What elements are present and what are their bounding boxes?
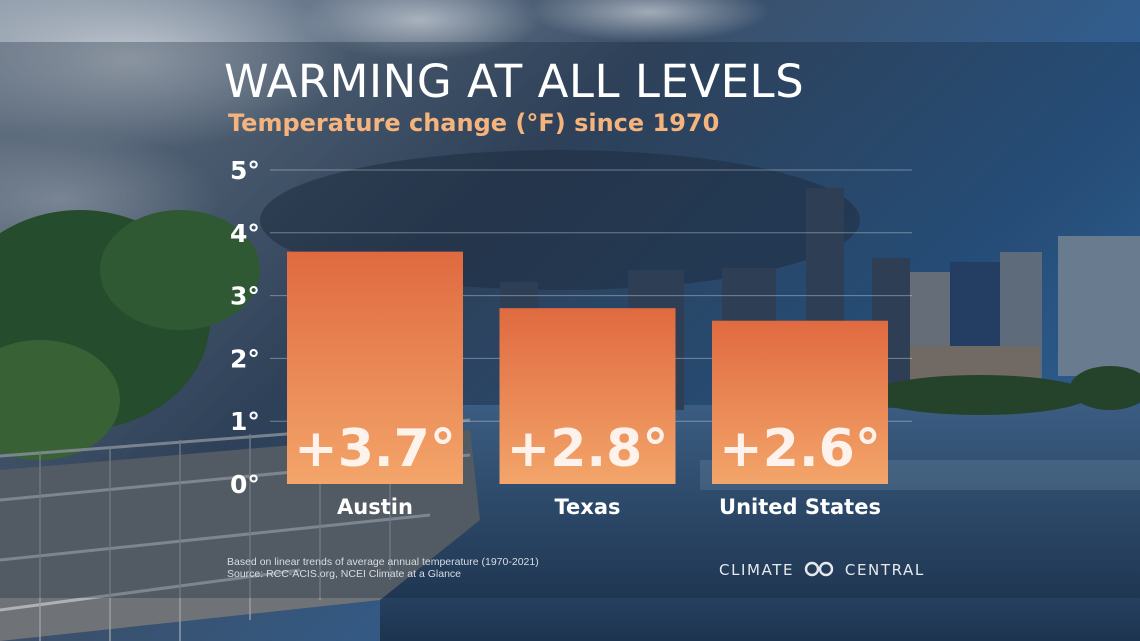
y-tick-label: 0°	[230, 470, 260, 499]
x-category-label: United States	[719, 495, 881, 519]
brand-right-text: CENTRAL	[844, 561, 925, 579]
x-category-label: Austin	[337, 495, 413, 519]
bar-value-label: +2.6°	[719, 419, 881, 479]
bar-value-label: +3.7°	[294, 419, 456, 479]
bar-texas	[499, 308, 676, 484]
bar-value-label: +2.8°	[507, 419, 669, 479]
climate-central-logo-icon	[804, 561, 833, 577]
chart-footnote: Based on linear trends of average annual…	[227, 556, 539, 580]
y-tick-label: 1°	[230, 407, 260, 436]
y-tick-label: 5°	[230, 156, 260, 185]
footnote-method: Based on linear trends of average annual…	[227, 556, 539, 568]
climate-central-brand: CLIMATE CENTRAL	[719, 561, 925, 579]
bar-austin	[287, 251, 463, 484]
y-tick-label: 2°	[230, 344, 260, 373]
y-tick-label: 4°	[230, 219, 260, 248]
footnote-source: Source: RCC-ACIS.org, NCEI Climate at a …	[227, 567, 461, 580]
chart-title: WARMING AT ALL LEVELS	[224, 55, 805, 108]
x-category-label: Texas	[555, 495, 621, 519]
y-tick-label: 3°	[230, 282, 260, 311]
brand-left-text: CLIMATE	[719, 561, 795, 579]
bar-united-states	[712, 320, 888, 484]
chart-subtitle: Temperature change (°F) since 1970	[228, 109, 720, 137]
